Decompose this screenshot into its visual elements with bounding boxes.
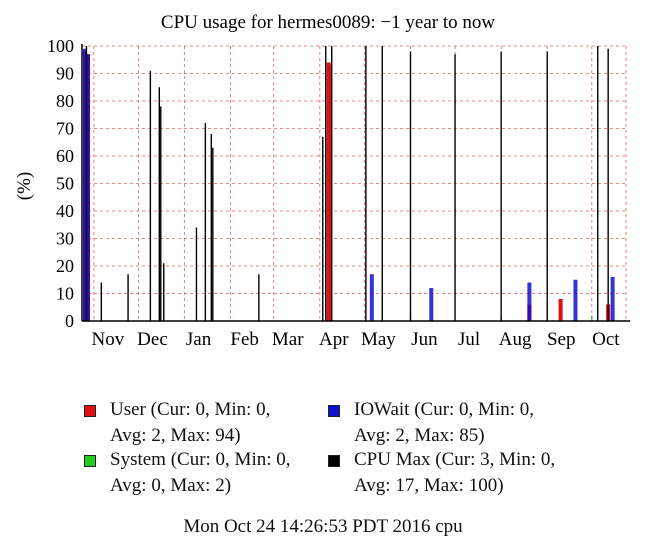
y-tick-label: 70 bbox=[56, 119, 74, 139]
series-cpu-max bbox=[85, 46, 609, 321]
y-tick-label: 30 bbox=[56, 229, 74, 249]
data-point bbox=[527, 282, 532, 321]
legend-swatch-user bbox=[84, 405, 96, 417]
x-tick-label: Aug bbox=[499, 329, 532, 350]
y-tick-label: 10 bbox=[56, 284, 74, 304]
series-iowait bbox=[82, 48, 615, 321]
data-point bbox=[429, 288, 434, 321]
data-point bbox=[369, 274, 374, 321]
x-tick-label: Dec bbox=[137, 329, 168, 350]
cpu-usage-chart: CPU usage for hermes0089: −1 year to now… bbox=[14, 12, 630, 350]
y-tick-label: 50 bbox=[56, 174, 74, 194]
legend-swatch-cpu-max bbox=[328, 455, 340, 467]
legend-swatch-system bbox=[84, 455, 96, 467]
legend-swatch-iowait bbox=[328, 405, 340, 417]
data-point bbox=[82, 48, 87, 321]
series-user bbox=[82, 51, 611, 321]
data-point bbox=[558, 299, 563, 321]
x-tick-label: May bbox=[361, 329, 396, 350]
x-tick-label: Jul bbox=[458, 329, 480, 350]
chart-title: CPU usage for hermes0089: −1 year to now bbox=[161, 12, 495, 33]
axes bbox=[81, 44, 630, 322]
legend-label-cpu-max-1: CPU Max (Cur: 3, Min: 0, bbox=[354, 449, 556, 470]
data-point bbox=[573, 279, 578, 321]
data-point bbox=[328, 65, 333, 321]
y-tick-label: 80 bbox=[56, 91, 74, 111]
y-tick-label: 20 bbox=[56, 256, 74, 276]
x-tick-labels: Nov Dec Jan Feb Mar Apr May Jun Jul Aug Sep Oct bbox=[92, 329, 621, 350]
x-tick-label: Nov bbox=[92, 329, 125, 350]
y-tick-label: 100 bbox=[47, 36, 74, 56]
series-layer bbox=[82, 46, 615, 321]
y-tick-label: 90 bbox=[56, 64, 74, 84]
x-tick-label: Oct bbox=[592, 329, 620, 350]
y-tick-labels: 0 10 20 30 40 50 60 70 80 90 100 bbox=[47, 36, 74, 331]
x-tick-label: Mar bbox=[272, 329, 304, 350]
y-tick-label: 40 bbox=[56, 201, 74, 221]
legend-label-cpu-max-2: Avg: 17, Max: 100) bbox=[354, 475, 504, 496]
data-point bbox=[85, 54, 90, 321]
x-tick-label: Jun bbox=[411, 329, 438, 350]
y-tick-label: 0 bbox=[65, 311, 74, 331]
x-tick-label: Jan bbox=[186, 329, 212, 350]
y-tick-label: 60 bbox=[56, 146, 74, 166]
legend-label-iowait-1: IOWait (Cur: 0, Min: 0, bbox=[354, 399, 535, 420]
legend-label-system-1: System (Cur: 0, Min: 0, bbox=[110, 449, 291, 470]
data-point bbox=[610, 277, 615, 321]
legend-label-user-1: User (Cur: 0, Min: 0, bbox=[110, 399, 271, 420]
footer-timestamp: Mon Oct 24 14:26:53 PDT 2016 cpu bbox=[183, 516, 463, 537]
y-axis-label: (%) bbox=[14, 172, 35, 200]
legend-label-user-2: Avg: 2, Max: 94) bbox=[110, 425, 241, 446]
x-tick-label: Sep bbox=[547, 329, 576, 350]
legend-label-system-2: Avg: 0, Max: 2) bbox=[110, 475, 232, 496]
legend-label-iowait-2: Avg: 2, Max: 85) bbox=[354, 425, 485, 446]
x-tick-label: Apr bbox=[319, 329, 349, 350]
x-tick-label: Feb bbox=[230, 329, 259, 350]
